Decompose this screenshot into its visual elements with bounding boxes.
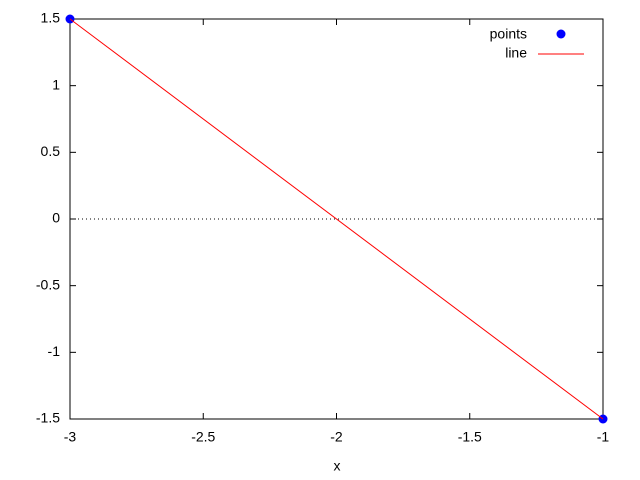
x-tick-label: -2.5 — [191, 429, 215, 445]
x-tick-label: -3 — [64, 429, 77, 445]
y-tick-label: 0 — [52, 210, 60, 226]
line — [69, 18, 604, 420]
y-tick-label: 1.5 — [41, 10, 61, 26]
legend-symbol — [556, 29, 566, 39]
legend-label: points — [490, 26, 527, 42]
legend-label: line — [505, 45, 527, 61]
y-tick-label: -1.5 — [36, 410, 60, 426]
y-tick-label: 1 — [52, 76, 60, 92]
x-tick-label: -1 — [597, 429, 610, 445]
y-tick-label: -0.5 — [36, 276, 60, 292]
x-tick-label: -2 — [330, 429, 343, 445]
y-tick-label: 0.5 — [41, 143, 61, 159]
x-axis-label: x — [334, 458, 341, 474]
y-tick-label: -1 — [48, 343, 61, 359]
x-tick-label: -1.5 — [458, 429, 482, 445]
